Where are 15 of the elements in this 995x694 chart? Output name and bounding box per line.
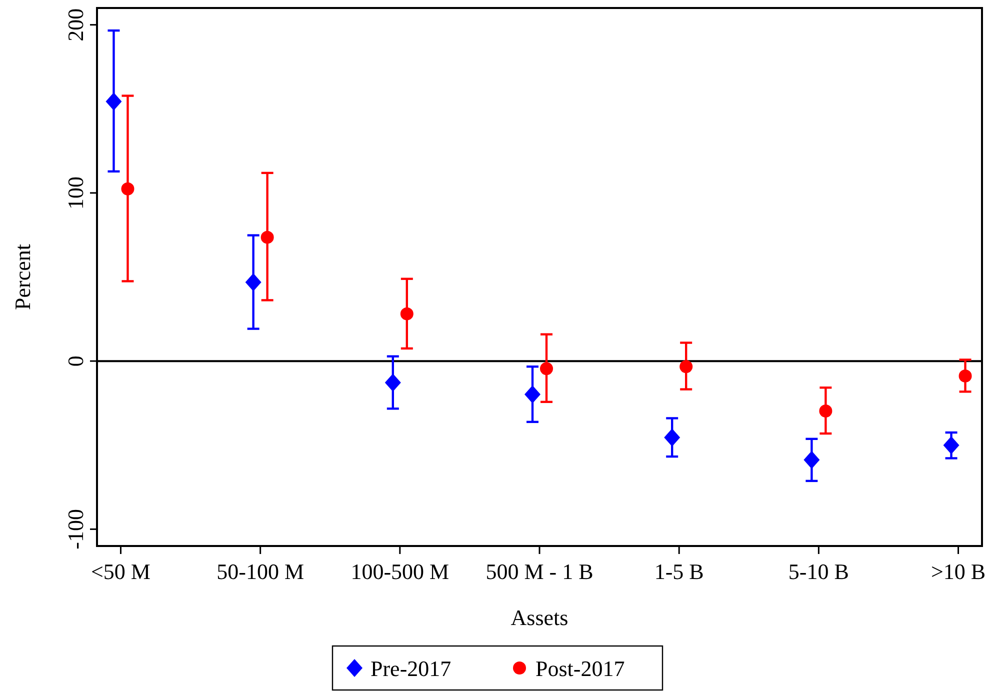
x-tick-label: 500 M - 1 B [486,559,594,584]
y-tick-label: 0 [63,356,88,367]
x-tick-label: 50-100 M [216,559,304,584]
y-tick-label: 100 [63,176,88,210]
y-axis-title: Percent [10,244,35,310]
x-tick-label: 100-500 M [350,559,450,584]
legend-label: Post-2017 [536,656,625,681]
y-tick-label: -100 [63,509,88,550]
x-axis-title: Assets [510,605,568,630]
x-tick-label: <50 M [90,559,150,584]
x-tick-label: >10 B [930,559,986,584]
x-tick-label: 1-5 B [654,559,704,584]
legend-label: Pre-2017 [370,656,452,681]
x-tick-label: 5-10 B [788,559,849,584]
y-tick-label: 200 [63,8,88,42]
